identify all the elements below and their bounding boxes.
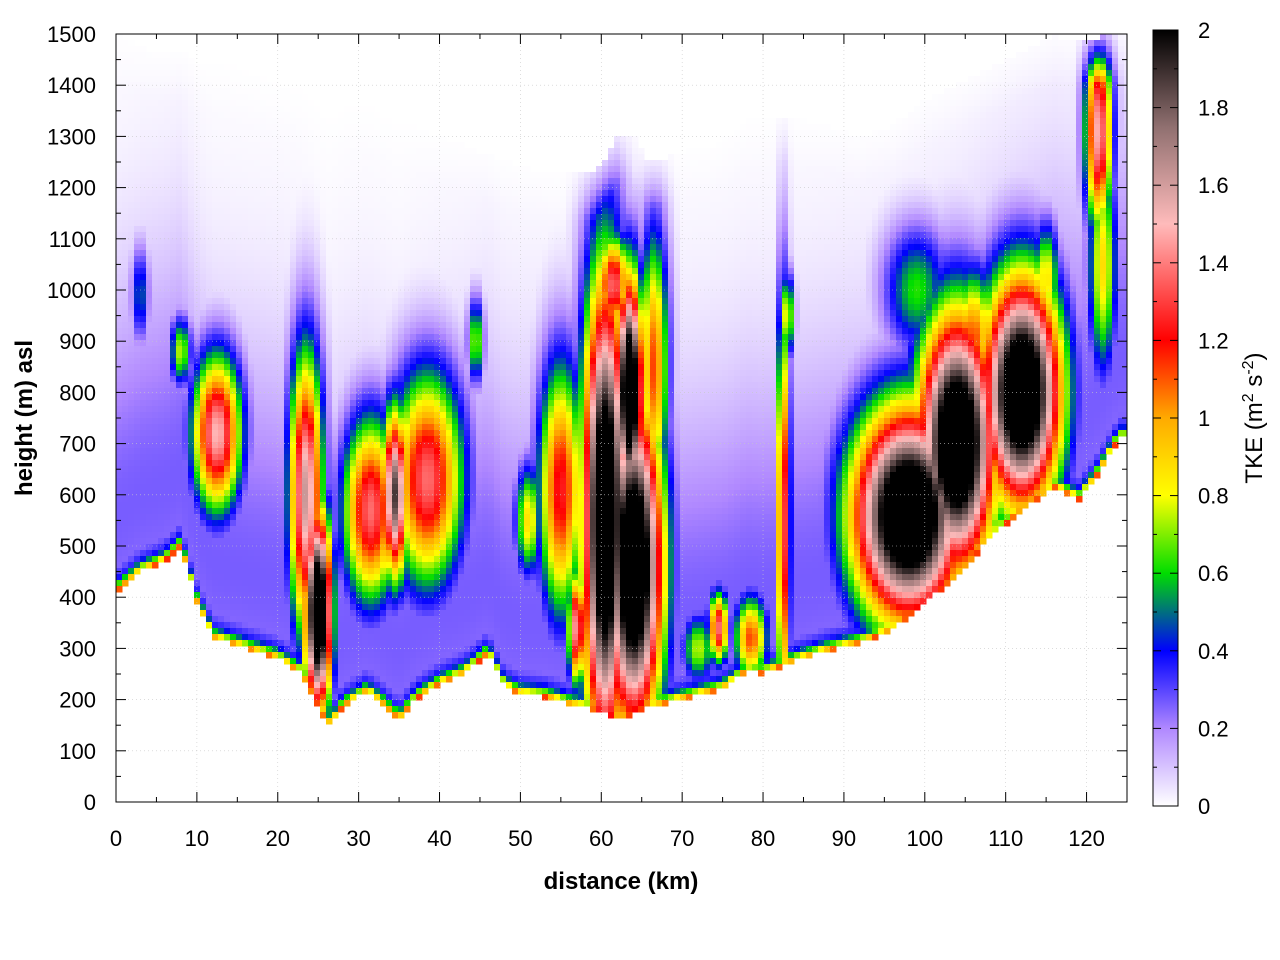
y-tick-label: 1500 <box>47 22 96 47</box>
x-axis-title: distance (km) <box>544 868 699 895</box>
colorbar-tick-label: 0.8 <box>1198 484 1229 509</box>
y-axis: 0 100 200 300 400 500 600 700 800 900 1000 1100 1200… <box>47 22 1127 815</box>
x-tick-label: 120 <box>1068 826 1105 851</box>
colorbar-tick-label: 0.6 <box>1198 561 1229 586</box>
y-tick-label: 1300 <box>47 124 96 149</box>
y-tick-label: 1000 <box>47 278 96 303</box>
y-tick-label: 1200 <box>47 176 96 201</box>
colorbar-tick-label: 1.6 <box>1198 173 1229 198</box>
colorbar-tick-label: 1.2 <box>1198 328 1229 353</box>
y-tick-label: 300 <box>59 636 96 661</box>
x-tick-label: 10 <box>185 826 209 851</box>
y-tick-label: 600 <box>59 483 96 508</box>
x-tick-label: 100 <box>906 826 943 851</box>
colorbar-title-sup2: -2 <box>1240 360 1257 374</box>
y-tick-label: 700 <box>59 432 96 457</box>
colorbar-tick-label: 1.8 <box>1198 96 1229 121</box>
y-tick-label: 0 <box>84 790 96 815</box>
colorbar-tick-label: 0.2 <box>1198 716 1229 741</box>
x-tick-label: 50 <box>508 826 532 851</box>
x-axis: 0 10 20 30 40 50 60 70 80 90 100 110 120 <box>110 34 1128 851</box>
y-axis-title: height (m) asl <box>11 340 38 496</box>
colorbar-tick-label: 2 <box>1198 18 1210 43</box>
y-tick-label: 500 <box>59 534 96 559</box>
x-tick-label: 90 <box>832 826 856 851</box>
colorbar-tick-label: 0.4 <box>1198 639 1229 664</box>
x-tick-label: 30 <box>346 826 370 851</box>
y-tick-label: 1100 <box>49 227 96 252</box>
x-tick-label: 60 <box>589 826 613 851</box>
y-tick-label: 1400 <box>47 73 96 98</box>
colorbar-tick-label: 1 <box>1198 406 1210 431</box>
colorbar-title: TKE (m2 s-2) <box>1240 352 1268 483</box>
y-tick-label: 100 <box>59 739 96 764</box>
colorbar-ticks: 0 0.2 0.4 0.6 0.8 1 1.2 1.4 1.6 1.8 2 <box>1153 18 1229 819</box>
x-tick-label: 40 <box>427 826 451 851</box>
colorbar-title-sup1: 2 <box>1240 393 1257 402</box>
y-tick-label: 400 <box>59 585 96 610</box>
y-tick-label: 200 <box>59 688 96 713</box>
x-tick-label: 70 <box>670 826 694 851</box>
y-tick-label: 800 <box>59 380 96 405</box>
y-tick-label: 900 <box>59 329 96 354</box>
colorbar-tick-label: 0 <box>1198 794 1210 819</box>
colorbar-tick-label: 1.4 <box>1198 251 1229 276</box>
x-tick-label: 110 <box>988 826 1023 851</box>
x-tick-label: 0 <box>110 826 122 851</box>
heatmap <box>116 34 1127 725</box>
x-tick-label: 20 <box>266 826 290 851</box>
colorbar: 0 0.2 0.4 0.6 0.8 1 1.2 1.4 1.6 1.8 2 TKE (m2 s-2) <box>1152 18 1268 819</box>
grid <box>115 33 1127 803</box>
x-tick-label: 80 <box>751 826 775 851</box>
